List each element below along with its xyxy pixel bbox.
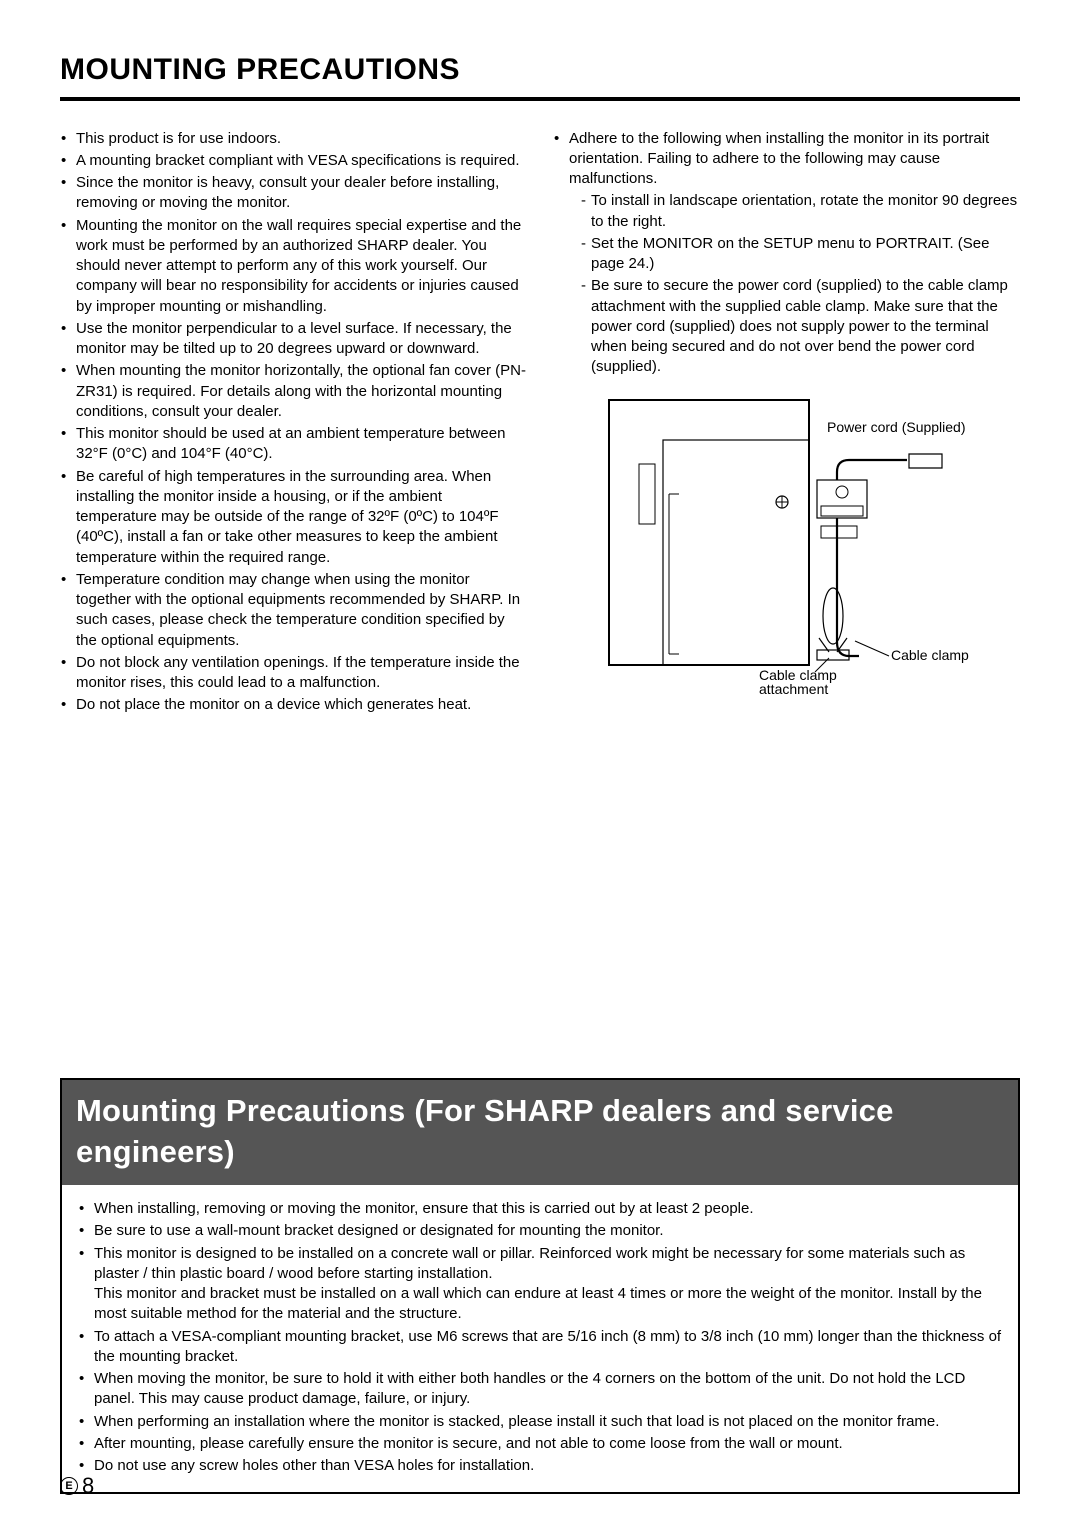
list-item: Do not block any ventilation openings. I…: [60, 653, 527, 694]
list-item: Temperature condition may change when us…: [60, 570, 527, 651]
list-item: After mounting, please carefully ensure …: [78, 1434, 1002, 1454]
list-item: Be careful of high temperatures in the s…: [60, 467, 527, 568]
right-intro-text: Adhere to the following when installing …: [569, 130, 989, 188]
list-item: Be sure to secure the power cord (suppli…: [581, 276, 1020, 377]
label-cable-clamp: Cable clamp: [891, 647, 969, 663]
dealer-bullet-list: When installing, removing or moving the …: [78, 1199, 1002, 1476]
left-bullet-list: This product is for use indoors.A mounti…: [60, 129, 527, 716]
list-item: When installing, removing or moving the …: [78, 1199, 1002, 1219]
left-column: This product is for use indoors.A mounti…: [60, 129, 527, 718]
page-footer: E 8: [60, 1471, 94, 1501]
list-item: When moving the monitor, be sure to hold…: [78, 1369, 1002, 1410]
list-item: When mounting the monitor horizontally, …: [60, 361, 527, 422]
page-title: MOUNTING PRECAUTIONS: [60, 50, 1020, 91]
list-item: Set the MONITOR on the SETUP menu to POR…: [581, 234, 1020, 275]
page-number: 8: [82, 1471, 94, 1501]
title-rule: [60, 97, 1020, 101]
page-marker-letter: E: [60, 1477, 78, 1495]
right-column: Adhere to the following when installing …: [553, 129, 1020, 718]
list-item: To attach a VESA-compliant mounting brac…: [78, 1327, 1002, 1368]
list-item: Use the monitor perpendicular to a level…: [60, 319, 527, 360]
list-item: When performing an installation where th…: [78, 1412, 1002, 1432]
dealer-precautions-box: Mounting Precautions (For SHARP dealers …: [60, 1078, 1020, 1495]
right-bullet-list: Adhere to the following when installing …: [553, 129, 1020, 378]
list-item: Do not use any screw holes other than VE…: [78, 1456, 1002, 1476]
list-item: This product is for use indoors.: [60, 129, 527, 149]
cable-diagram: Power cord (Supplied) Cable clamp Cable …: [553, 394, 1020, 700]
list-item: Since the monitor is heavy, consult your…: [60, 173, 527, 214]
list-item: Mounting the monitor on the wall require…: [60, 216, 527, 317]
dealer-precautions-title: Mounting Precautions (For SHARP dealers …: [62, 1080, 1018, 1186]
list-item: To install in landscape orientation, rot…: [581, 191, 1020, 232]
list-item: This monitor should be used at an ambien…: [60, 424, 527, 465]
diagram-svg: Power cord (Supplied) Cable clamp Cable …: [597, 394, 977, 694]
label-power-cord: Power cord (Supplied): [827, 419, 966, 435]
list-item: Be sure to use a wall-mount bracket desi…: [78, 1221, 1002, 1241]
list-item: This monitor is designed to be installed…: [78, 1244, 1002, 1325]
right-intro-item: Adhere to the following when installing …: [553, 129, 1020, 378]
dealer-precautions-body: When installing, removing or moving the …: [62, 1185, 1018, 1492]
two-column-area: This product is for use indoors.A mounti…: [60, 129, 1020, 718]
right-sub-list: To install in landscape orientation, rot…: [569, 191, 1020, 377]
label-cca-2: attachment: [759, 681, 828, 694]
list-item: A mounting bracket compliant with VESA s…: [60, 151, 527, 171]
list-item: Do not place the monitor on a device whi…: [60, 695, 527, 715]
